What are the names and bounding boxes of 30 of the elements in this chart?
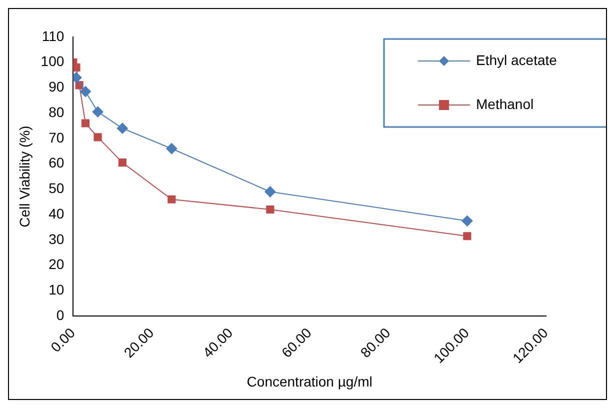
point bbox=[462, 215, 473, 226]
point bbox=[266, 205, 274, 214]
y-tick-label: 60 bbox=[48, 154, 64, 171]
point bbox=[116, 122, 128, 134]
y-tick-label: 50 bbox=[48, 180, 64, 196]
legend-label: Methanol bbox=[476, 96, 534, 112]
x-tick-label: 0.00 bbox=[47, 324, 78, 356]
point bbox=[118, 158, 126, 167]
point bbox=[463, 232, 472, 240]
y-tick-label: 70 bbox=[48, 129, 64, 146]
y-tick-label: 20 bbox=[48, 256, 64, 272]
y-tick-label: 30 bbox=[48, 230, 64, 247]
point bbox=[73, 63, 80, 72]
point bbox=[81, 119, 90, 128]
point bbox=[264, 186, 276, 198]
legend-label: Ethyl acetate bbox=[476, 52, 558, 68]
y-tick-label: 80 bbox=[48, 104, 64, 120]
x-axis-title: Concentration µg/ml bbox=[246, 373, 372, 390]
y-tick-label: 90 bbox=[48, 78, 64, 95]
y-tick-label: 110 bbox=[42, 28, 64, 44]
point bbox=[168, 195, 176, 204]
point bbox=[94, 133, 102, 142]
point bbox=[80, 86, 91, 98]
y-tick-label: 100 bbox=[40, 53, 64, 70]
y-tick-label: 0 bbox=[56, 306, 64, 323]
point bbox=[92, 106, 104, 118]
y-tick-label: 10 bbox=[48, 282, 64, 298]
y-tick-label: 40 bbox=[48, 205, 64, 222]
y-axis-title: Cell Viability (%) bbox=[16, 126, 32, 228]
point bbox=[166, 143, 178, 154]
